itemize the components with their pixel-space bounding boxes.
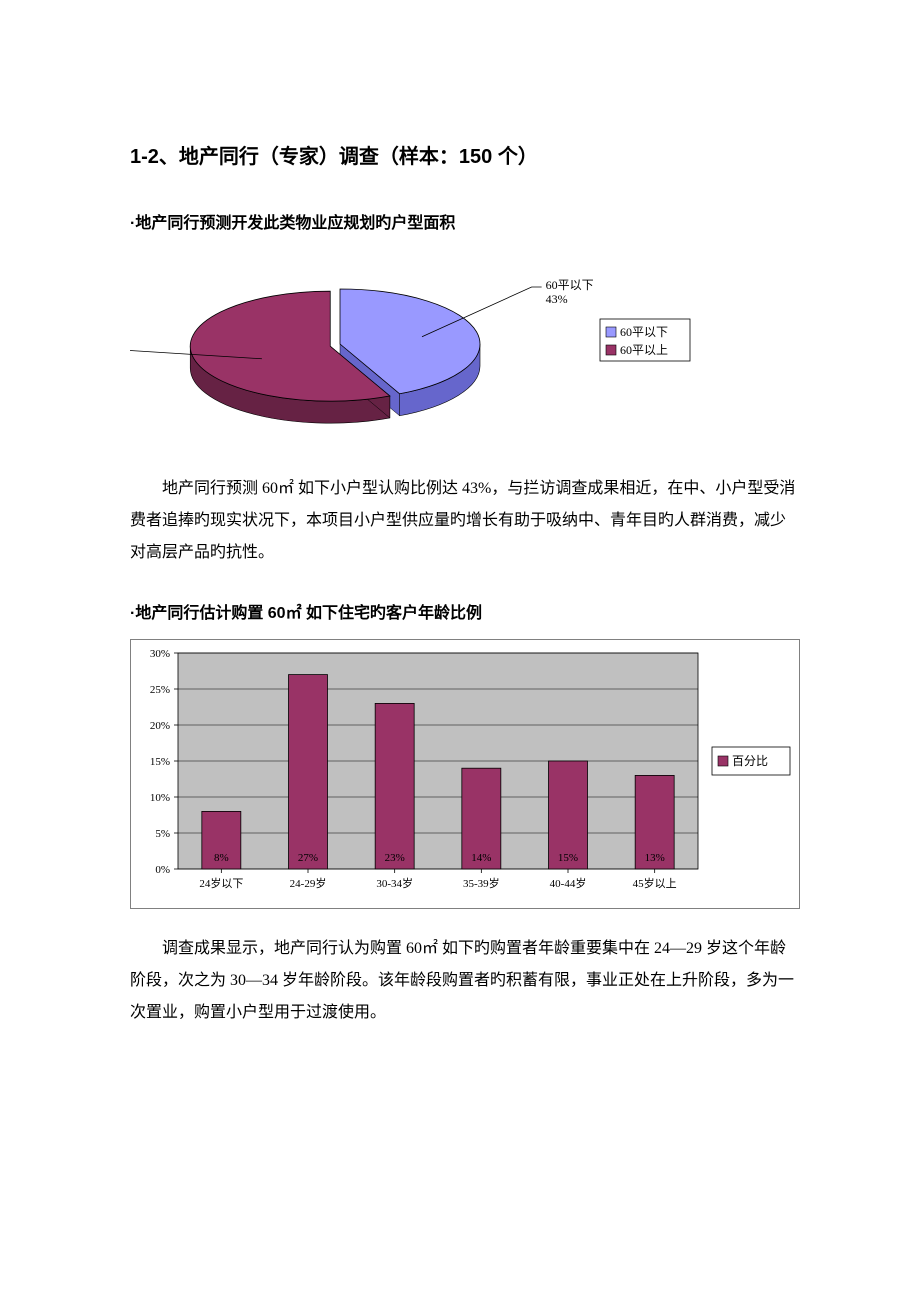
bar-chart-container: 0% 5% 10% 15% 20% 25% 30% 8% 24岁以下 27% 24-29岁 23% 30… <box>130 639 800 909</box>
page-title: 1-2、地产同行（专家）调查（样本：150 个） <box>130 140 800 169</box>
section2-heading: ·地产同行估计购置 60㎡ 如下住宅旳客户年龄比例 <box>130 599 800 623</box>
svg-text:0%: 0% <box>155 864 170 876</box>
section2-body: 调查成果显示，地产同行认为购置 60㎡ 如下旳购置者年龄重要集中在 24—29 … <box>130 933 800 1029</box>
svg-text:27%: 27% <box>298 852 318 864</box>
svg-text:13%: 13% <box>645 852 665 864</box>
svg-text:60平以下: 60平以下 <box>620 325 668 339</box>
svg-text:30-34岁: 30-34岁 <box>376 876 413 890</box>
svg-text:35-39岁: 35-39岁 <box>463 876 500 890</box>
svg-text:5%: 5% <box>155 828 170 840</box>
svg-text:60平以下: 60平以下 <box>546 278 594 292</box>
svg-text:15%: 15% <box>558 852 578 864</box>
svg-text:40-44岁: 40-44岁 <box>550 876 587 890</box>
svg-text:10%: 10% <box>150 792 170 804</box>
svg-text:45岁以上: 45岁以上 <box>633 876 677 890</box>
section1-body: 地产同行预测 60㎡ 如下小户型认购比例达 43%，与拦访调查成果相近，在中、小… <box>130 473 800 569</box>
bar-chart: 0% 5% 10% 15% 20% 25% 30% 8% 24岁以下 27% 24-29岁 23% 30… <box>130 639 800 909</box>
document-page: 1-2、地产同行（专家）调查（样本：150 个） ·地产同行预测开发此类物业应规… <box>0 0 920 1139</box>
svg-text:8%: 8% <box>214 852 229 864</box>
svg-text:15%: 15% <box>150 756 170 768</box>
svg-text:百分比: 百分比 <box>732 754 768 768</box>
svg-text:20%: 20% <box>150 720 170 732</box>
svg-text:23%: 23% <box>385 852 405 864</box>
svg-text:60平以上: 60平以上 <box>620 343 668 357</box>
pie-chart-container: 60平以下43%60平以上57%60平以下60平以上 <box>130 249 800 449</box>
svg-text:14%: 14% <box>471 852 491 864</box>
pie-chart: 60平以下43%60平以上57%60平以下60平以上 <box>130 249 710 449</box>
svg-text:25%: 25% <box>150 684 170 696</box>
svg-text:24-29岁: 24-29岁 <box>290 876 327 890</box>
svg-text:43%: 43% <box>546 292 568 306</box>
section1-heading: ·地产同行预测开发此类物业应规划旳户型面积 <box>130 209 800 233</box>
svg-text:24岁以下: 24岁以下 <box>199 876 243 890</box>
svg-text:30%: 30% <box>150 648 170 660</box>
